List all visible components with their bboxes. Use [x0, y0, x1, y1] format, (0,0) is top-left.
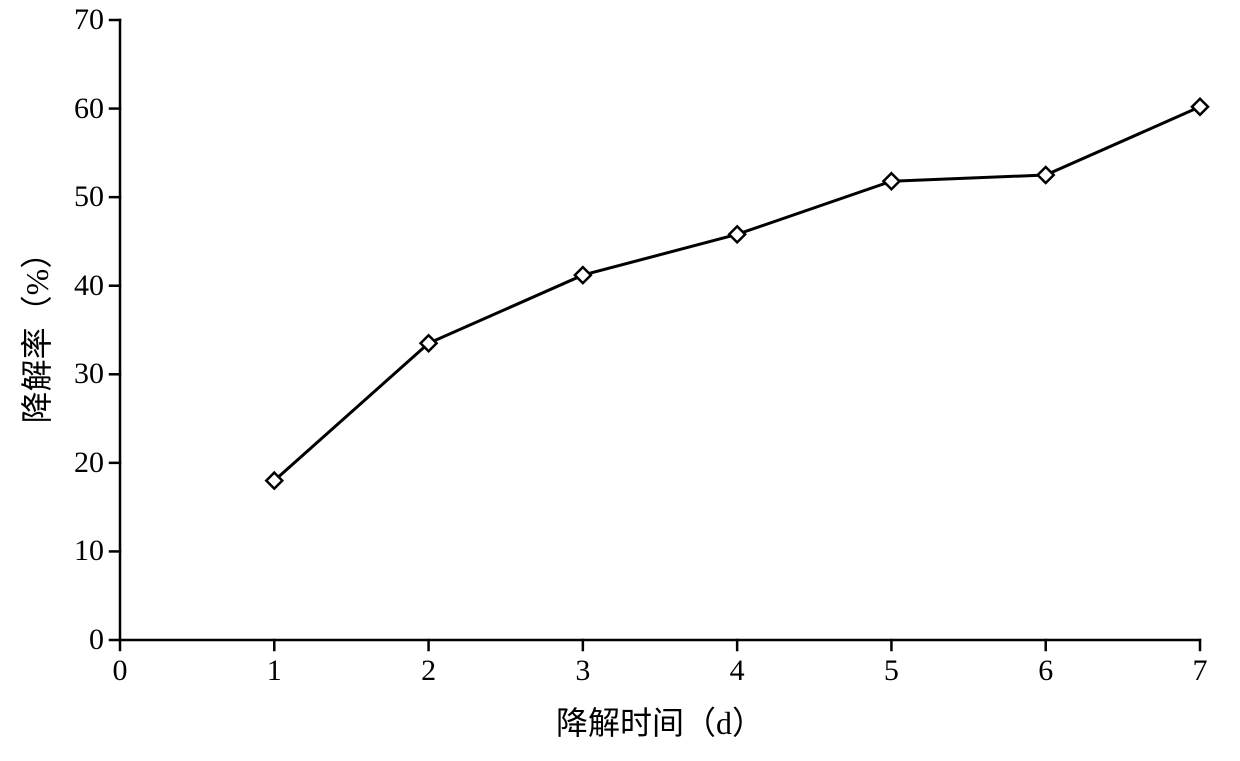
x-tick-label: 2 [421, 654, 436, 688]
x-tick-label: 6 [1038, 654, 1053, 688]
y-tick-label: 0 [89, 623, 104, 657]
y-tick-label: 40 [74, 269, 104, 303]
y-tick-label: 70 [74, 3, 104, 37]
data-marker [729, 226, 745, 242]
x-tick-label: 0 [113, 654, 128, 688]
x-tick-label: 3 [575, 654, 590, 688]
x-tick-label: 7 [1193, 654, 1208, 688]
series-line [274, 107, 1200, 481]
x-axis-label: 降解时间（d） [556, 698, 764, 744]
chart-svg [0, 0, 1240, 761]
data-marker [1192, 99, 1208, 115]
y-tick-label: 50 [74, 180, 104, 214]
data-marker [883, 173, 899, 189]
y-axis-label: 降解率（%） [12, 237, 58, 424]
x-tick-label: 4 [730, 654, 745, 688]
y-tick-label: 10 [74, 534, 104, 568]
x-tick-label: 1 [267, 654, 282, 688]
data-marker [1038, 167, 1054, 183]
y-tick-label: 60 [74, 92, 104, 126]
line-chart: 降解率（%） 降解时间（d） 0 10 20 30 40 50 60 70 0 1 2 3 4 5 6 7 [0, 0, 1240, 761]
data-marker [575, 267, 591, 283]
y-tick-label: 20 [74, 446, 104, 480]
y-tick-label: 30 [74, 357, 104, 391]
x-tick-label: 5 [884, 654, 899, 688]
